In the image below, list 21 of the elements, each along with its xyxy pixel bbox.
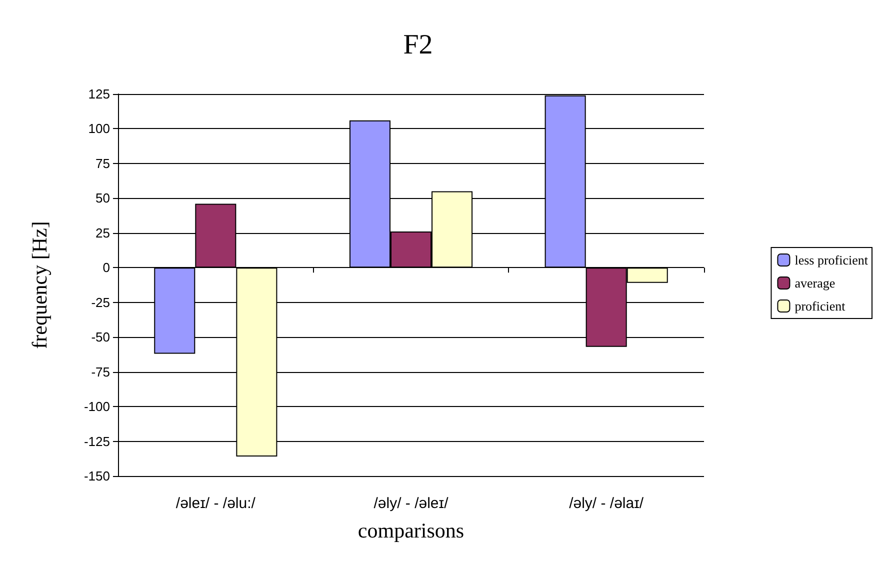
y-tick-label: 125 [88,86,110,102]
x-axis-title: comparisons [358,518,464,542]
x-tick-label: /əly/ - /əlaɪ/ [569,495,644,512]
y-tick-label: 75 [96,156,110,171]
y-tick-label: -125 [84,434,110,449]
y-tick-label: -150 [84,468,110,484]
y-tick-label: 25 [96,225,110,240]
legend-label: average [794,276,836,290]
y-tick-label: 0 [102,260,110,276]
y-tick-label: -100 [84,399,110,414]
legend-label: less proficient [794,252,868,268]
chart-title: F2 [403,30,433,60]
x-tick-label: /əleɪ/ - /əlu:/ [176,495,256,512]
y-tick-label: 50 [96,190,110,206]
legend-label: proficient [794,298,846,314]
x-tick-label: /əly/ - /əleɪ/ [374,495,450,512]
y-tick-label: -50 [91,330,110,345]
y-tick-label: -25 [91,294,110,310]
y-axis-title: frequency [Hz] [28,221,52,349]
y-tick-label: -75 [91,364,110,380]
y-tick-label: 100 [88,121,110,136]
